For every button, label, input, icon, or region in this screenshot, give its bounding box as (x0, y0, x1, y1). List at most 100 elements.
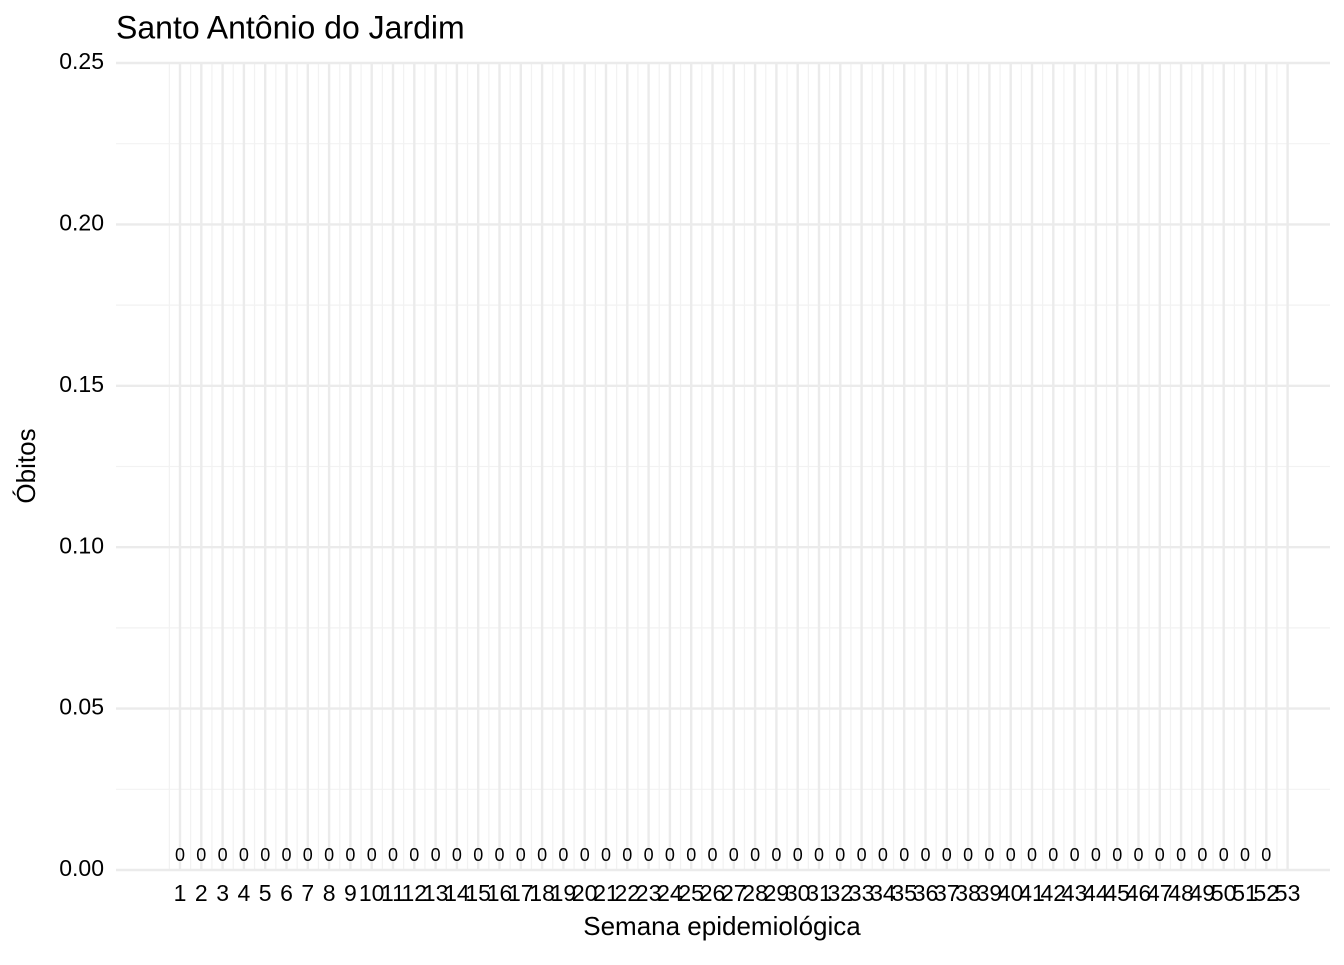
x-tick-label: 40 (998, 880, 1024, 906)
x-tick-label: 26 (700, 880, 726, 906)
x-tick-label: 47 (1147, 880, 1173, 906)
data-label: 0 (431, 845, 441, 865)
x-tick-label: 8 (323, 880, 336, 906)
x-tick-label: 45 (1104, 880, 1130, 906)
x-tick-label: 22 (615, 880, 641, 906)
x-tick-label: 6 (280, 880, 293, 906)
x-tick-label: 35 (891, 880, 917, 906)
x-tick-label: 31 (806, 880, 832, 906)
x-tick-label: 5 (259, 880, 272, 906)
x-tick-label: 37 (934, 880, 960, 906)
x-axis-label: Semana epidemiológica (583, 911, 861, 941)
x-tick-label: 25 (678, 880, 704, 906)
data-label: 0 (814, 845, 824, 865)
data-label: 0 (1070, 845, 1080, 865)
data-label: 0 (1133, 845, 1143, 865)
x-tick-label: 12 (402, 880, 428, 906)
data-label: 0 (1197, 845, 1207, 865)
data-label: 0 (878, 845, 888, 865)
data-label: 0 (516, 845, 526, 865)
y-tick-label: 0.25 (59, 48, 104, 74)
data-label: 0 (707, 845, 717, 865)
data-label: 0 (452, 845, 462, 865)
y-tick-label: 0.10 (59, 532, 104, 558)
x-tick-label: 52 (1254, 880, 1280, 906)
y-axis-label: Óbitos (11, 428, 41, 503)
data-label: 0 (1240, 845, 1250, 865)
x-tick-label: 23 (636, 880, 662, 906)
data-label: 0 (1155, 845, 1165, 865)
data-label: 0 (835, 845, 845, 865)
data-label: 0 (473, 845, 483, 865)
x-tick-label: 34 (870, 880, 896, 906)
x-tick-label: 49 (1190, 880, 1216, 906)
data-label: 0 (409, 845, 419, 865)
x-tick-label: 33 (849, 880, 875, 906)
data-label: 0 (537, 845, 547, 865)
data-label: 0 (984, 845, 994, 865)
data-label: 0 (729, 845, 739, 865)
data-label: 0 (367, 845, 377, 865)
y-tick-label: 0.05 (59, 694, 104, 720)
data-label: 0 (899, 845, 909, 865)
data-label: 0 (580, 845, 590, 865)
x-tick-label: 48 (1168, 880, 1194, 906)
data-label: 0 (644, 845, 654, 865)
data-label: 0 (303, 845, 313, 865)
data-label: 0 (771, 845, 781, 865)
x-tick-label: 18 (529, 880, 555, 906)
data-label: 0 (1219, 845, 1229, 865)
data-label: 0 (601, 845, 611, 865)
x-tick-label: 53 (1275, 880, 1301, 906)
x-tick-label: 43 (1062, 880, 1088, 906)
x-tick-label: 36 (913, 880, 939, 906)
y-tick-label: 0.20 (59, 209, 104, 235)
x-tick-label: 7 (301, 880, 314, 906)
x-tick-label: 4 (238, 880, 251, 906)
x-tick-label: 24 (657, 880, 683, 906)
data-label: 0 (281, 845, 291, 865)
data-label: 0 (1112, 845, 1122, 865)
data-label: 0 (665, 845, 675, 865)
x-tick-label: 14 (444, 880, 470, 906)
x-tick-label: 11 (381, 880, 405, 906)
data-label: 0 (1091, 845, 1101, 865)
x-tick-label: 16 (487, 880, 513, 906)
data-label: 0 (686, 845, 696, 865)
x-tick-label: 9 (344, 880, 357, 906)
y-tick-label: 0.00 (59, 855, 104, 881)
data-label: 0 (857, 845, 867, 865)
data-label: 0 (920, 845, 930, 865)
chart-title: Santo Antônio do Jardim (116, 9, 465, 45)
data-label: 0 (345, 845, 355, 865)
data-label: 0 (1176, 845, 1186, 865)
data-label: 0 (622, 845, 632, 865)
x-tick-label: 19 (551, 880, 577, 906)
x-tick-label: 21 (593, 880, 619, 906)
y-tick-label: 0.15 (59, 371, 104, 397)
data-label: 0 (260, 845, 270, 865)
x-tick-label: 32 (828, 880, 854, 906)
x-tick-label: 51 (1232, 880, 1258, 906)
x-tick-label: 15 (465, 880, 491, 906)
x-tick-label: 46 (1126, 880, 1152, 906)
data-label: 0 (793, 845, 803, 865)
data-label: 0 (750, 845, 760, 865)
x-tick-label: 28 (742, 880, 768, 906)
x-tick-label: 50 (1211, 880, 1237, 906)
x-tick-label: 13 (423, 880, 449, 906)
data-label: 0 (558, 845, 568, 865)
data-label: 0 (388, 845, 398, 865)
x-tick-label: 38 (955, 880, 981, 906)
x-tick-label: 30 (785, 880, 811, 906)
data-label: 0 (324, 845, 334, 865)
data-label: 0 (963, 845, 973, 865)
data-label: 0 (239, 845, 249, 865)
data-label: 0 (196, 845, 206, 865)
data-label: 0 (494, 845, 504, 865)
x-tick-label: 1 (174, 880, 187, 906)
data-label: 0 (1261, 845, 1271, 865)
data-label: 0 (1027, 845, 1037, 865)
data-label: 0 (1006, 845, 1016, 865)
